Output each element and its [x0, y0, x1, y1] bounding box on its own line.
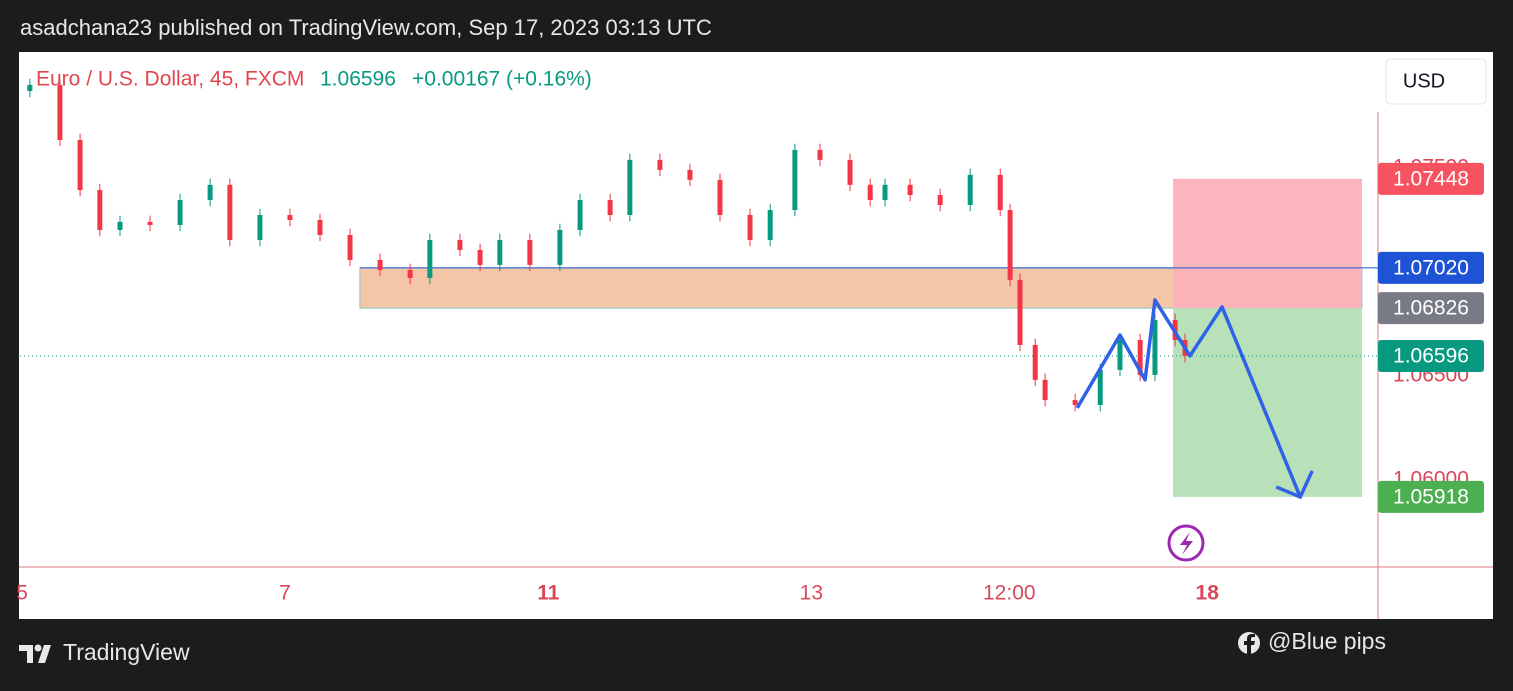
candle-body	[792, 149, 798, 211]
price-badge	[1378, 162, 1484, 195]
candle-body	[1117, 339, 1123, 370]
candle-body	[207, 184, 213, 201]
x-tick-label: 13	[800, 582, 823, 605]
candle-body	[1032, 344, 1038, 380]
candle-body	[767, 210, 773, 240]
candle-body	[77, 139, 83, 191]
price-badge-label: 1.06596	[1393, 345, 1469, 368]
candle-body	[347, 234, 353, 260]
x-tick-label: 18	[1196, 582, 1220, 605]
candle-body	[117, 221, 123, 230]
candle-body	[882, 184, 888, 201]
candle-body	[1017, 279, 1023, 345]
candle-body	[177, 200, 183, 225]
candle-body	[817, 149, 823, 160]
candle-body	[147, 221, 153, 225]
candle-body	[257, 215, 263, 240]
projection-path	[1075, 298, 1302, 498]
candle-body	[1137, 339, 1143, 375]
candle-body	[967, 174, 973, 206]
price-badge	[1378, 480, 1484, 513]
price-badge-label: 1.07448	[1393, 167, 1469, 190]
price-badge	[1378, 251, 1484, 284]
x-tick-label: 11	[537, 582, 560, 605]
candle-body	[847, 159, 853, 185]
candle-body	[427, 239, 433, 279]
x-tick-label: 7	[279, 582, 291, 605]
candle-body	[527, 239, 533, 265]
candle-body	[377, 259, 383, 270]
candle-body	[717, 179, 723, 216]
candle-body	[1152, 319, 1158, 375]
candle-body	[457, 239, 463, 250]
candle-body	[997, 174, 1003, 211]
tv-logo	[19, 644, 51, 663]
candle-body	[687, 169, 693, 180]
brand: TradingView	[63, 639, 190, 665]
price-badge	[1378, 339, 1484, 372]
arrow-head	[1275, 470, 1314, 500]
x-tick-label: 12:00	[983, 582, 1036, 605]
candle-body	[747, 215, 753, 240]
candle-body	[607, 200, 613, 216]
last-price: 1.06596	[320, 68, 396, 91]
candle-body	[477, 249, 483, 265]
candle-body	[27, 84, 33, 92]
price-badge	[1378, 292, 1484, 325]
candle-body	[497, 239, 503, 265]
currency[interactable]: USD	[1403, 70, 1445, 92]
candle-body	[1072, 400, 1078, 406]
x-tick-label: 5	[16, 582, 28, 605]
candle-body	[557, 229, 563, 265]
candle-body	[657, 159, 663, 170]
candle-body	[937, 195, 943, 206]
facebook-icon	[1238, 632, 1260, 655]
credit: @Blue pips	[1268, 628, 1386, 654]
candle-body	[227, 184, 233, 240]
price-badge-label: 1.06826	[1393, 297, 1469, 320]
candle-body	[57, 84, 63, 140]
candle-body	[627, 159, 633, 216]
price-badge-label: 1.05918	[1393, 485, 1469, 508]
candle-body	[97, 190, 103, 230]
target-zone	[1173, 308, 1362, 497]
candle-body	[1007, 210, 1013, 280]
candle-body	[907, 184, 913, 196]
candle-body	[577, 200, 583, 230]
byline: asadchana23 published on TradingView.com…	[20, 15, 712, 40]
candle-body	[317, 219, 323, 235]
candle-body	[1097, 369, 1103, 406]
change: +0.00167 (+0.16%)	[412, 68, 592, 91]
symbol: Euro / U.S. Dollar, 45, FXCM	[36, 68, 304, 91]
candle-body	[1042, 379, 1048, 401]
currency-button[interactable]	[1385, 58, 1487, 105]
bolt-icon	[1167, 524, 1205, 562]
stop-zone	[1173, 178, 1362, 309]
plot	[20, 78, 1378, 500]
candle-body	[287, 215, 293, 220]
price-badge-label: 1.07020	[1393, 256, 1469, 279]
candle-body	[407, 269, 413, 279]
candle-body	[867, 184, 873, 201]
